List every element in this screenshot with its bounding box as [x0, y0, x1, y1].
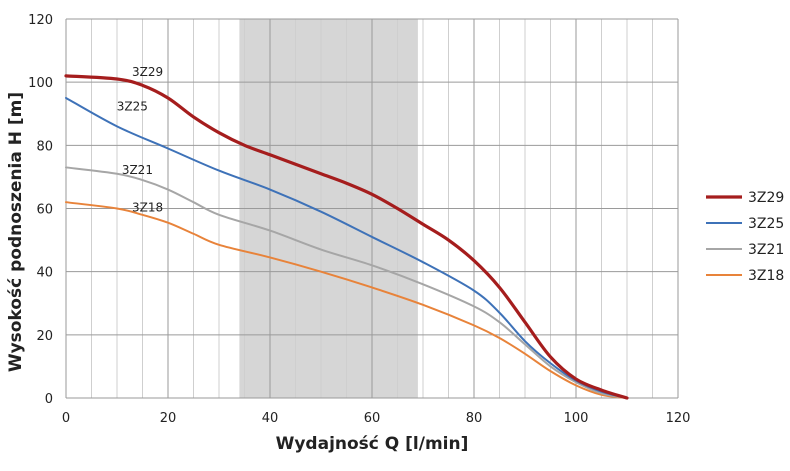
series-layer: 3Z29 3Z25 3Z21 3Z18: [64, 65, 629, 400]
x-tick-label: 20: [160, 411, 177, 426]
legend-label-3z18: 3Z18: [748, 268, 784, 284]
legend-label-3z29: 3Z29: [748, 190, 784, 206]
curve-label-3z21: 3Z21: [122, 163, 153, 177]
legend-layer: 3Z29 3Z25 3Z21 3Z18: [706, 190, 784, 284]
x-tick-label: 0: [62, 411, 70, 426]
y-tick-label: 20: [36, 329, 53, 344]
curve-label-3z29: 3Z29: [132, 65, 163, 79]
x-tick-label: 80: [466, 411, 483, 426]
series-line-3z29: [64, 74, 629, 400]
y-tick-label: 120: [28, 13, 53, 28]
curve-label-3z18: 3Z18: [132, 201, 163, 215]
axis-layer: 0 20 40 60 80 100 120 0 20 40 60 80 100 120: [28, 13, 690, 426]
y-axis-title: Wysokość podnoszenia H [m]: [6, 92, 26, 372]
x-axis-title: Wydajność Q [l/min]: [276, 434, 469, 454]
y-tick-label: 40: [36, 266, 53, 281]
legend-label-3z21: 3Z21: [748, 242, 784, 258]
y-tick-label: 60: [36, 203, 53, 218]
x-tick-label: 100: [564, 411, 589, 426]
legend-label-3z25: 3Z25: [748, 216, 784, 232]
x-tick-label: 120: [666, 411, 691, 426]
series-line-3z21: [65, 166, 628, 399]
series-line-3z18: [65, 201, 628, 399]
x-tick-label: 40: [262, 411, 279, 426]
curve-label-3z25: 3Z25: [117, 100, 148, 114]
series-line-3z25: [65, 96, 628, 399]
y-tick-label: 100: [28, 76, 53, 91]
x-tick-label: 60: [364, 411, 381, 426]
y-tick-label: 80: [36, 139, 53, 154]
y-tick-label: 0: [45, 392, 53, 407]
grid-layer: [65, 18, 679, 399]
